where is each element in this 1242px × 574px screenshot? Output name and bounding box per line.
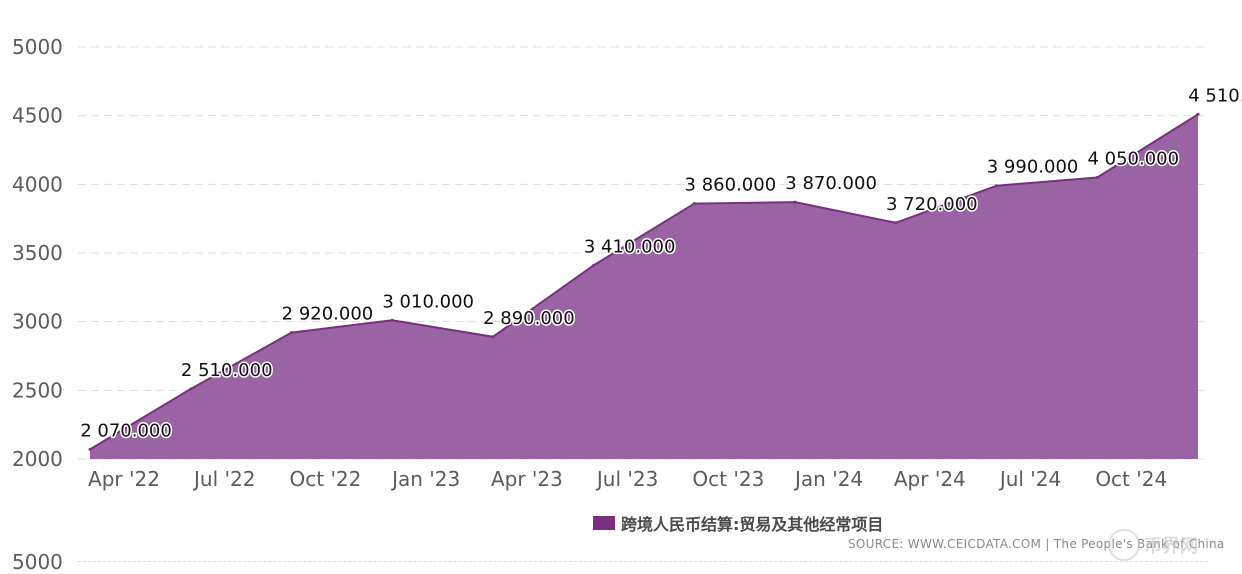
data-point <box>189 387 193 391</box>
data-point <box>390 318 394 322</box>
data-label: 4 050.000 <box>1087 148 1179 169</box>
data-point <box>1095 175 1099 179</box>
coin-logo-icon <box>1108 529 1140 561</box>
data-label: 3 860.000 <box>685 175 777 196</box>
x-tick-label: Apr '24 <box>894 467 966 491</box>
x-tick-label: Jan '24 <box>793 467 863 491</box>
x-tick-label: Apr '22 <box>88 467 160 491</box>
data-label: 2 070.000 <box>80 420 172 441</box>
data-point <box>491 335 495 339</box>
data-point <box>1196 112 1200 116</box>
y-tick-label: 5000 <box>12 35 63 59</box>
data-label: 4 510.000 <box>1188 85 1242 106</box>
area-chart: 2000 2500 3000 3500 4000 4500 5000 2 070.000 2 5… <box>12 35 1242 491</box>
x-tick-label: Oct '24 <box>1095 467 1167 491</box>
watermark-text: 币界网 <box>1144 536 1198 557</box>
data-label: 3 410.000 <box>584 236 676 257</box>
y-tick-label: 2500 <box>12 378 63 402</box>
data-label: 2 890.000 <box>483 308 575 329</box>
data-point <box>692 202 696 206</box>
x-tick-label: Jul '22 <box>192 467 255 491</box>
data-point <box>289 331 293 335</box>
y-tick-label: 3000 <box>12 310 63 334</box>
watermark: 币界网 <box>1108 525 1238 565</box>
x-tick-label: Jul '24 <box>998 467 1061 491</box>
y-tick-label: 4000 <box>12 172 63 196</box>
data-point <box>793 200 797 204</box>
x-tick-label: Apr '23 <box>491 467 563 491</box>
data-label: 2 510.000 <box>181 360 273 381</box>
data-label: 3 720.000 <box>886 194 978 215</box>
y-tick-label: 2000 <box>12 447 63 471</box>
partial-y-tick: 5000 <box>12 550 63 574</box>
data-label: 3 870.000 <box>785 173 877 194</box>
x-tick-label: Oct '22 <box>290 467 362 491</box>
legend-label: 跨境人民币结算:贸易及其他经常项目 <box>621 515 884 534</box>
legend-swatch <box>593 516 615 530</box>
partial-gridline <box>78 561 1208 562</box>
data-point <box>995 184 999 188</box>
area-fill <box>90 114 1198 459</box>
legend[interactable]: 跨境人民币结算:贸易及其他经常项目 <box>593 511 883 535</box>
data-label: 2 920.000 <box>282 304 374 325</box>
y-tick-label: 4500 <box>12 104 63 128</box>
x-tick-label: Jul '23 <box>595 467 658 491</box>
series-line <box>89 113 1199 451</box>
data-point <box>592 263 596 267</box>
x-tick-label: Jan '23 <box>390 467 460 491</box>
data-point <box>894 221 898 225</box>
x-tick-label: Oct '23 <box>692 467 764 491</box>
data-label: 3 990.000 <box>987 157 1079 178</box>
data-point <box>88 447 92 451</box>
data-label: 3 010.000 <box>382 291 474 312</box>
y-tick-label: 3500 <box>12 241 63 265</box>
